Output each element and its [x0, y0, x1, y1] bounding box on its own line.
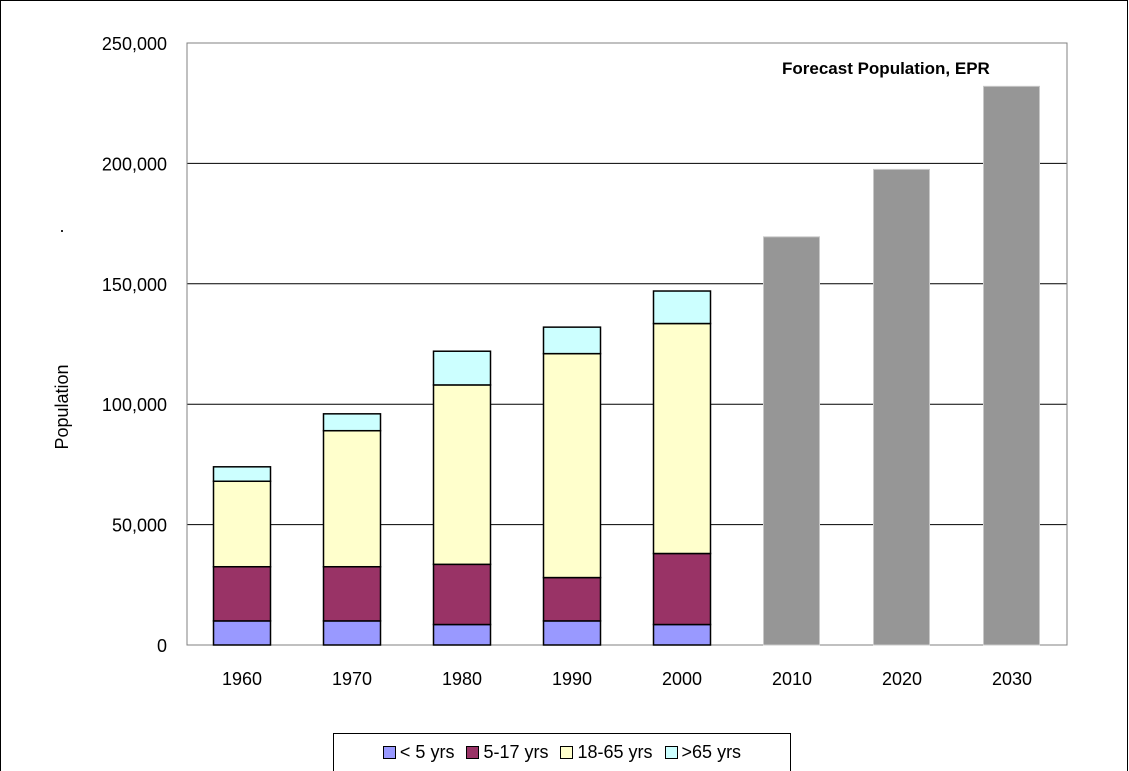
- bar-segment: [652, 322, 712, 555]
- bar-segment: [652, 623, 712, 646]
- bar-segment: [322, 429, 382, 568]
- forecast-bar: [763, 236, 820, 646]
- bar-segment: [652, 552, 712, 626]
- legend-swatch: [560, 746, 574, 759]
- x-tick-label: 1980: [442, 669, 482, 689]
- legend-item: < 5 yrs: [382, 742, 455, 763]
- gridlines: [187, 42, 1067, 646]
- bar-segment: [542, 620, 602, 646]
- bar-segment: [542, 352, 602, 579]
- bar-segment: [432, 384, 492, 566]
- y-tick-label: 250,000: [102, 34, 167, 54]
- legend-swatch: [382, 746, 396, 759]
- bar-segment: [322, 413, 382, 432]
- bar-segment: [542, 326, 602, 355]
- y-tick-label: 200,000: [102, 154, 167, 174]
- bars: [212, 85, 1040, 646]
- legend-item: >65 yrs: [664, 742, 742, 763]
- bar-segment: [542, 576, 602, 622]
- x-tick-labels: 1960 1970 1980 1990 2000 2010 2020 2030: [222, 669, 1032, 689]
- stray-dot-mark: .: [59, 216, 64, 236]
- bar-segment: [322, 565, 382, 622]
- legend-label: 18-65 yrs: [577, 742, 653, 762]
- y-tick-label: 0: [157, 636, 167, 656]
- bar-segment: [432, 350, 492, 386]
- bar-segment: [212, 565, 272, 622]
- legend-swatch: [466, 746, 480, 759]
- legend-label: < 5 yrs: [399, 742, 455, 762]
- x-tick-label: 2030: [992, 669, 1032, 689]
- x-tick-label: 2000: [662, 669, 702, 689]
- x-tick-label: 1960: [222, 669, 262, 689]
- legend-swatch: [664, 746, 678, 759]
- forecast-annotation: Forecast Population, EPR: [782, 59, 990, 78]
- forecast-bar: [873, 168, 930, 646]
- legend-label: 5-17 yrs: [483, 742, 549, 762]
- bar-segment: [432, 563, 492, 626]
- bar-segment: [652, 290, 712, 325]
- x-tick-label: 2020: [882, 669, 922, 689]
- x-tick-label: 2010: [772, 669, 812, 689]
- x-tick-label: 1990: [552, 669, 592, 689]
- stacked-bar-chart: 0 50,000 100,000 150,000 200,000 250,000 1960…: [52, 34, 1068, 689]
- plot-area-border: [186, 42, 1068, 646]
- bar-segment: [322, 620, 382, 646]
- bar-segment: [212, 466, 272, 483]
- y-tick-label: 150,000: [102, 275, 167, 295]
- bar-segment: [212, 480, 272, 568]
- legend: < 5 yrs 5-17 yrs 18-65 yrs >65 yrs: [333, 733, 791, 771]
- y-tick-label: 100,000: [102, 395, 167, 415]
- legend-item: 18-65 yrs: [560, 742, 653, 763]
- y-tick-label: 50,000: [112, 516, 167, 536]
- legend-item: 5-17 yrs: [466, 742, 548, 763]
- y-tick-labels: 0 50,000 100,000 150,000 200,000 250,000: [102, 34, 167, 656]
- x-tick-label: 1970: [332, 669, 372, 689]
- legend-label: >65 yrs: [681, 742, 742, 762]
- forecast-bar: [983, 85, 1040, 646]
- bar-segment: [432, 623, 492, 646]
- y-axis-label: Population: [52, 364, 72, 449]
- bar-segment: [212, 620, 272, 646]
